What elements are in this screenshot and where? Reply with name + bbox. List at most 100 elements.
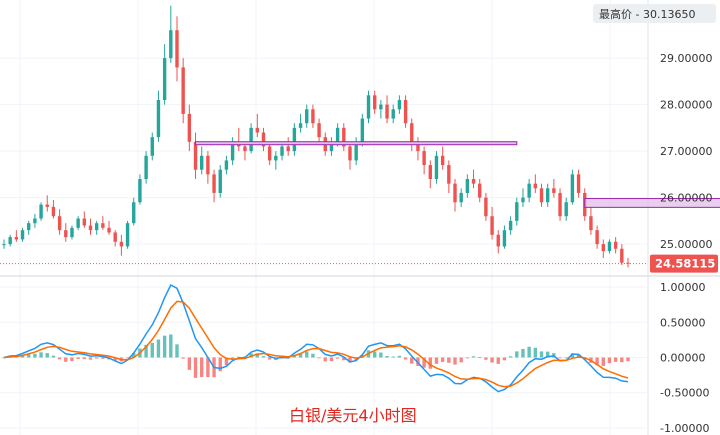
y-tick-label: 26.00000 [660,192,713,205]
candles [2,5,630,268]
candle-body [187,113,192,142]
candle-body [422,151,426,166]
price-axis: 29.00000 28.00000 27.00000 26.00000 25.00000… [650,52,718,273]
macd-tick-label: -0.50000 [660,387,709,400]
macd-histogram-bar [175,344,179,358]
macd-histogram-bar [626,357,630,362]
macd-histogram-bar [311,353,315,358]
macd-histogram-bar [317,357,321,359]
candle-body [311,109,315,124]
macd-histogram-bar [490,357,494,363]
candle-body [391,109,395,119]
macd-histogram-bar [422,357,426,368]
candle-body [27,223,31,231]
macd-histogram-bar [230,357,235,359]
candle-body [132,202,136,224]
candle-body [484,197,488,217]
macd-histogram-bar [187,357,192,370]
candle-body [385,104,389,119]
macd-histogram-bar [329,357,334,362]
candle-body [601,244,605,252]
y-tick-label: 27.00000 [660,145,713,158]
candle-body [305,109,309,124]
candle-body [286,146,290,152]
candle-body [607,241,612,252]
candle-body [57,216,62,231]
macd-histogram-bar [496,357,500,364]
candle-body [280,146,284,156]
high-price-badge-bg [593,4,716,23]
macd-tick-label: 0.00000 [660,352,706,365]
candle-body [212,174,216,193]
macd-histogram-bar [305,351,309,358]
candle-body [447,165,451,184]
macd-histogram-bar [576,354,581,358]
macd-histogram-bar [2,357,6,359]
candle-body [508,220,513,231]
support-zone [584,198,720,208]
candle-body [156,99,161,138]
macd-histogram-bar [478,357,482,359]
high-price-sep: - [632,8,643,21]
signal-line [3,300,629,388]
macd-histogram-bar [453,357,457,365]
candle-body [521,197,525,203]
macd-histogram-bar [558,357,562,359]
candle-body [181,67,185,114]
candle-body [76,218,80,228]
candle-body [317,123,321,138]
candle-body [218,169,222,193]
candle-body [224,160,229,170]
macd-histogram-bar [76,357,80,360]
macd-histogram-bar [94,357,99,359]
macd-histogram-bar [181,357,185,359]
candle-body [64,230,68,238]
macd-histogram-bar [471,356,476,358]
candle-body [360,118,365,142]
macd-histogram-bar [20,355,25,358]
candle-body [169,30,173,59]
macd-histogram-bar [218,357,222,372]
candle-body [51,206,56,217]
macd-histogram-bar [348,357,352,363]
macd-histogram-bar [200,357,204,377]
candle-body [348,146,352,161]
macd-histogram-bar [607,357,612,364]
candle-body [70,227,74,238]
candle-body [8,237,12,245]
candle-body [440,155,445,166]
macd-histogram-bar [595,357,599,366]
candle-body [502,230,507,247]
macd-histogram-bar [70,357,74,362]
macd-histogram-bar [508,356,513,358]
candle-body [478,183,482,198]
candle-body [175,30,179,68]
macd-histogram-bar [51,355,56,358]
macd-histogram-bar [379,352,383,358]
macd-panel: 1.00000 0.50000 0.00000 -0.50000 -1.00000 [0,281,709,435]
macd-histogram-bar [267,357,272,360]
macd-histogram-bar [82,357,87,360]
macd-histogram-bar [193,357,198,378]
candle-body [459,192,463,203]
macd-histogram-bar [484,357,488,360]
candle-body [416,141,420,152]
candle-body [45,204,49,207]
candle-body [119,241,124,247]
macd-histogram-bar [33,353,37,358]
macd-histogram-bar [125,357,130,359]
macd-histogram-bar [410,357,414,364]
macd-histogram-bar [45,353,49,358]
candle-body [144,155,148,180]
candle-body [125,223,130,247]
macd-histogram-bar [101,357,105,359]
candle-body [162,58,167,100]
macd-histogram-bar [64,357,68,362]
candle-body [88,225,93,231]
candle-body [589,216,593,231]
macd-histogram-bar [132,353,136,358]
macd-histogram-bar [428,357,432,369]
macd-histogram-bar [620,357,624,363]
candle-body [329,141,334,152]
